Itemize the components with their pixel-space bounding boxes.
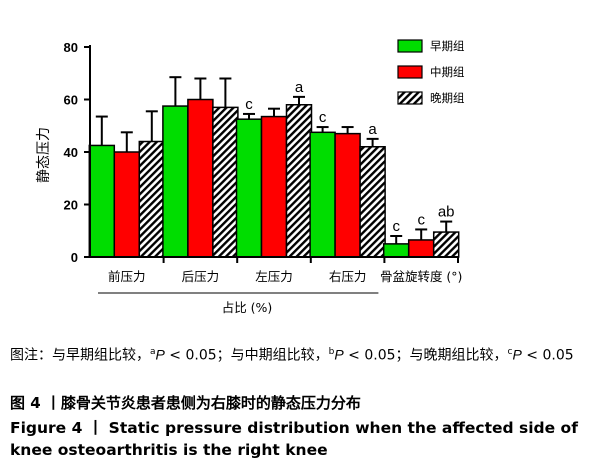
bar-2-1 <box>113 151 141 258</box>
y-tick-label: 0 <box>71 250 78 265</box>
significance-label: c <box>319 109 327 126</box>
significance-label: a <box>295 79 304 96</box>
bar-3-4 <box>359 146 386 258</box>
sup-c: c <box>507 347 513 357</box>
note-b: < 0.05；与晚期组比较， <box>343 347 508 364</box>
legend-swatch <box>397 65 423 79</box>
p-a: P <box>155 346 165 363</box>
significance-label: c <box>245 96 253 113</box>
figure-note: 图注：与早期组比较，aP < 0.05；与中期组比较，bP < 0.05；与晚期… <box>10 342 584 367</box>
sup-a: a <box>150 347 156 357</box>
sup-b: b <box>328 347 335 357</box>
legend-label: 早期组 <box>430 39 465 53</box>
bar-1-2 <box>162 105 189 258</box>
x-tick-label: 前压力 <box>108 269 146 284</box>
p-b: P <box>334 346 344 363</box>
significance-label: ab <box>438 204 455 221</box>
legend-label: 中期组 <box>430 65 465 79</box>
significance-label: a <box>368 121 377 138</box>
bar-1-3 <box>235 118 263 258</box>
y-tick-label: 60 <box>64 93 78 108</box>
x-axis-label: 占比 (%) <box>222 300 273 315</box>
y-axis-label: 静态压力 <box>36 127 52 183</box>
bar-2-5 <box>407 239 435 258</box>
bar-3-5 <box>432 231 460 258</box>
bar-2-3 <box>260 115 288 258</box>
note-a: < 0.05；与中期组比较， <box>164 347 329 364</box>
y-tick-label: 40 <box>64 145 78 160</box>
bar-3-2 <box>212 106 239 258</box>
note-c: < 0.05 <box>521 347 574 364</box>
note-prefix: 图注：与早期组比较， <box>10 347 150 364</box>
y-tick-label: 80 <box>64 40 78 55</box>
bar-3-1 <box>138 140 166 258</box>
bar-2-2 <box>187 98 214 258</box>
y-tick-label: 20 <box>64 198 78 213</box>
bar-1-4 <box>309 131 336 258</box>
figure-title-cn: 图 4 丨膝骨关节炎患者患侧为右膝时的静态压力分布 <box>10 394 361 412</box>
x-tick-label: 后压力 <box>182 269 220 284</box>
bar-3-3 <box>285 104 313 258</box>
p-c: P <box>512 346 522 363</box>
x-tick-label: 骨盆旋转度 (°) <box>380 269 462 284</box>
figure-title-en: Figure 4 丨 Static pressure distribution … <box>10 419 578 459</box>
bar-2-4 <box>334 132 361 258</box>
x-tick-label: 左压力 <box>255 269 293 284</box>
significance-label: c <box>417 211 425 228</box>
bar-1-5 <box>382 243 410 258</box>
legend-swatch <box>397 39 423 53</box>
legend-swatch <box>397 91 423 105</box>
legend-label: 晚期组 <box>430 91 465 105</box>
significance-label: c <box>392 218 400 235</box>
bar-1-1 <box>88 144 116 258</box>
x-tick-label: 右压力 <box>329 269 367 284</box>
